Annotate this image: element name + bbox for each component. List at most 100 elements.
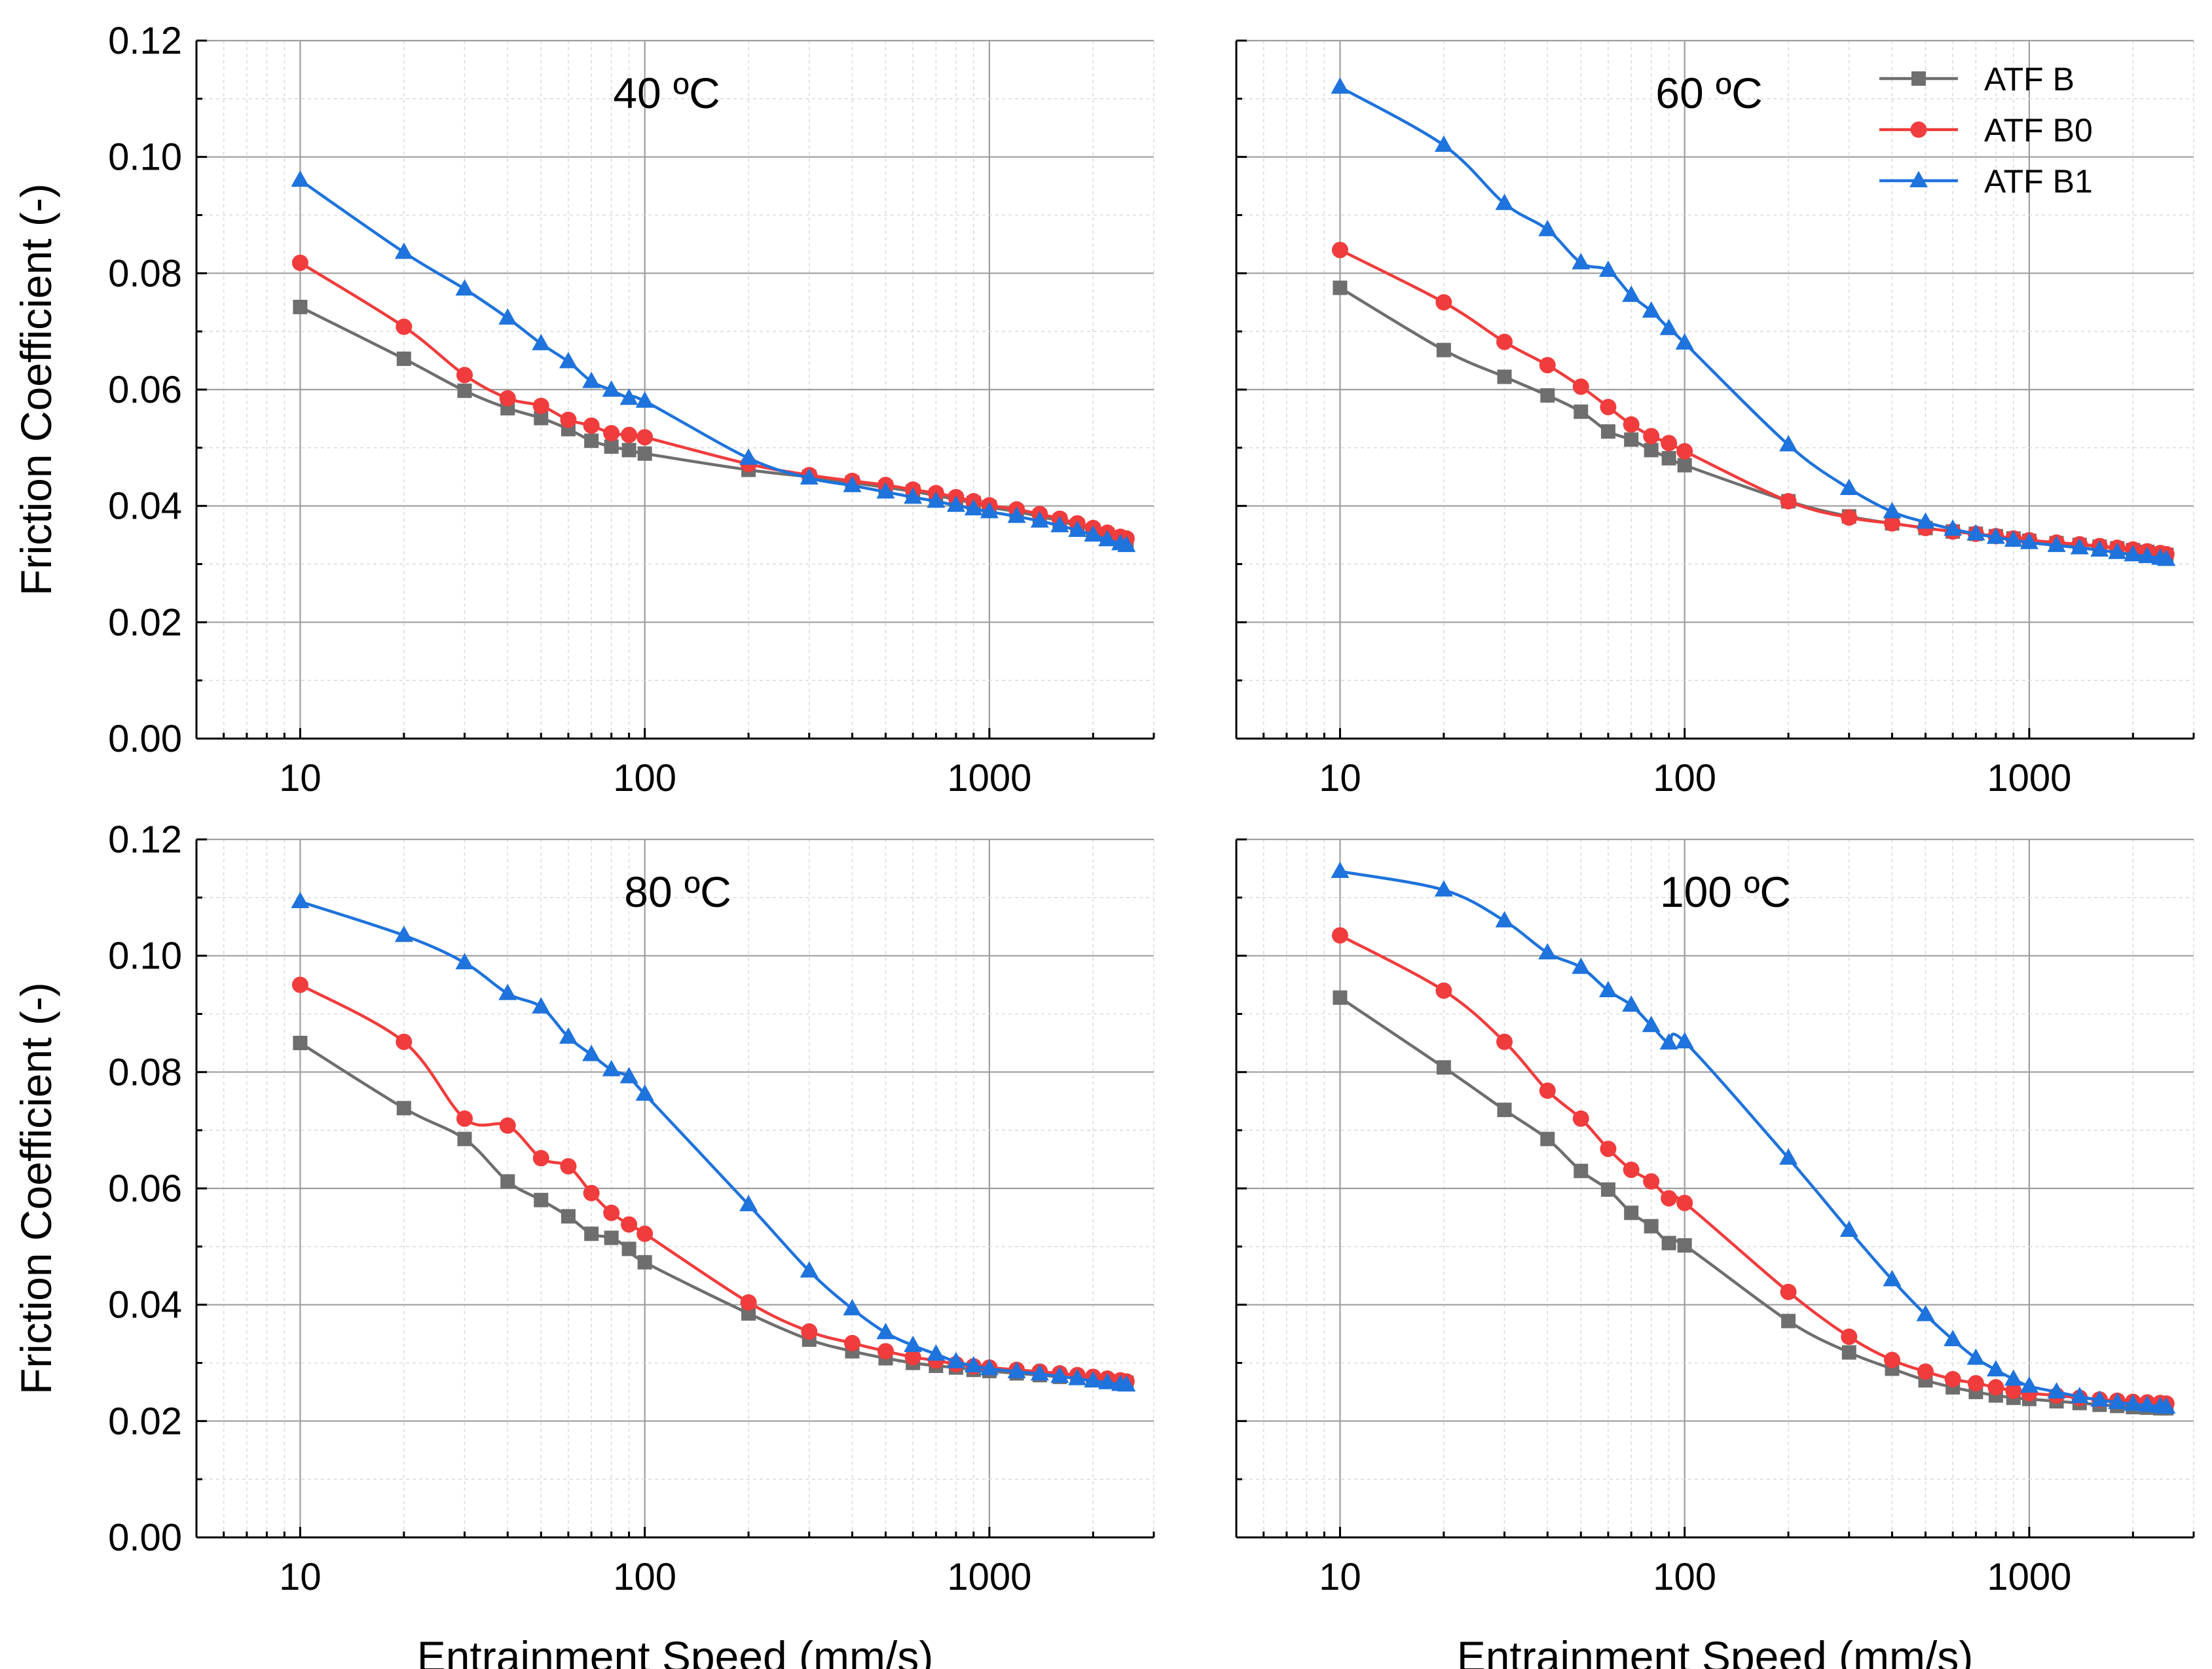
- data-point: [619, 388, 638, 405]
- data-point: [1675, 1032, 1694, 1049]
- data-point: [1676, 1194, 1693, 1211]
- legend-label: ATF B: [1984, 61, 2074, 98]
- data-point: [1661, 450, 1676, 466]
- data-point: [1598, 260, 1617, 277]
- data-point: [1659, 318, 1678, 335]
- data-point: [2157, 1397, 2176, 1414]
- data-point: [2004, 1369, 2023, 1386]
- y-tick-label: 0.04: [108, 485, 182, 528]
- data-point: [1623, 416, 1640, 433]
- data-point: [1434, 880, 1453, 897]
- data-point: [583, 417, 600, 434]
- data-point: [582, 1044, 601, 1061]
- data-point: [843, 1298, 862, 1315]
- data-point: [1098, 1372, 1117, 1389]
- data-point: [1007, 506, 1026, 523]
- data-point: [499, 1117, 516, 1134]
- data-point: [1883, 515, 1900, 532]
- data-point: [1643, 428, 1660, 445]
- grid: [196, 838, 1154, 1537]
- data-point: [1572, 378, 1589, 395]
- data-point: [1661, 1190, 1678, 1207]
- x-tick-label: 10: [1319, 757, 1361, 799]
- series-atf-b1: [291, 170, 1136, 553]
- y-tick-label: 0.12: [108, 818, 182, 861]
- series-line: [299, 900, 1127, 1387]
- series-atf-b1: [1331, 77, 2176, 566]
- data-point: [1084, 525, 1103, 542]
- data-point: [800, 468, 819, 485]
- data-point: [1966, 524, 1985, 541]
- data-point: [1839, 479, 1858, 496]
- data-point: [1916, 1304, 1935, 1321]
- legend-item: ATF B1: [1879, 163, 2093, 200]
- data-point: [1781, 1313, 1796, 1329]
- series-atf-b: [1333, 990, 2174, 1416]
- data-point: [621, 1241, 636, 1256]
- x-axis-title: Entrainment Speed (mm/s): [417, 1632, 934, 1669]
- data-point: [1624, 1205, 1639, 1220]
- data-point: [964, 1355, 983, 1372]
- series-atf-b1: [291, 892, 1136, 1392]
- data-point: [927, 491, 946, 508]
- series-atf-b1: [1331, 861, 2176, 1414]
- data-point: [394, 242, 413, 259]
- data-point: [1841, 1345, 1856, 1360]
- data-point: [2124, 1394, 2143, 1411]
- data-point: [1331, 242, 1348, 259]
- x-tick-label: 1000: [947, 757, 1031, 799]
- data-point: [602, 1059, 621, 1076]
- data-point: [1661, 1236, 1676, 1251]
- panel-title: 100 ºC: [1660, 868, 1791, 916]
- x-tick-label: 100: [1653, 1556, 1716, 1598]
- data-point: [1675, 333, 1694, 350]
- y-tick-label: 0.10: [108, 136, 182, 179]
- data-point: [635, 1084, 654, 1101]
- chart-panel-2: 10 100 1000 60 ºC ATF B ATF B0 ATF B1: [1235, 39, 2195, 799]
- series-atf-b0: [291, 976, 1135, 1390]
- series-line: [299, 261, 1127, 540]
- data-point: [559, 352, 578, 369]
- data-point: [1779, 435, 1798, 452]
- data-point: [876, 482, 895, 499]
- data-point: [1600, 399, 1617, 416]
- grid: [1236, 39, 2194, 739]
- data-point: [1436, 342, 1451, 358]
- data-point: [904, 1349, 921, 1366]
- data-point: [843, 1334, 860, 1351]
- series-atf-b0: [291, 254, 1135, 547]
- data-point: [1623, 1162, 1640, 1179]
- data-point: [619, 1067, 638, 1084]
- data-point: [1643, 1173, 1660, 1190]
- data-point: [1661, 435, 1678, 452]
- data-point: [2124, 545, 2143, 562]
- data-point: [2090, 540, 2109, 557]
- data-point: [2108, 542, 2127, 559]
- series-line: [1340, 870, 2167, 1409]
- data-point: [1966, 1348, 1985, 1365]
- data-point: [2004, 530, 2023, 547]
- data-point: [1883, 1270, 1902, 1287]
- data-point: [532, 397, 549, 414]
- data-point: [1436, 1060, 1451, 1075]
- series-line: [1339, 286, 2167, 557]
- data-point: [603, 1204, 620, 1221]
- data-point: [1572, 253, 1591, 270]
- y-tick-label: 0.10: [108, 935, 182, 978]
- data-point: [291, 976, 308, 993]
- data-point: [741, 1306, 756, 1321]
- x-tick-label: 1000: [947, 1556, 1031, 1598]
- data-point: [498, 308, 517, 325]
- data-point: [1600, 1182, 1615, 1197]
- legend: ATF B ATF B0 ATF B1: [1879, 61, 2093, 200]
- data-point: [1598, 980, 1617, 997]
- data-point: [1883, 502, 1902, 519]
- data-point: [946, 495, 965, 512]
- data-point: [291, 254, 308, 271]
- data-point: [1911, 71, 1926, 86]
- panel-title: 60 ºC: [1655, 69, 1763, 117]
- data-point: [1539, 357, 1556, 374]
- series-atf-b0: [1331, 927, 2175, 1412]
- data-point: [636, 1225, 654, 1242]
- data-point: [1434, 135, 1453, 152]
